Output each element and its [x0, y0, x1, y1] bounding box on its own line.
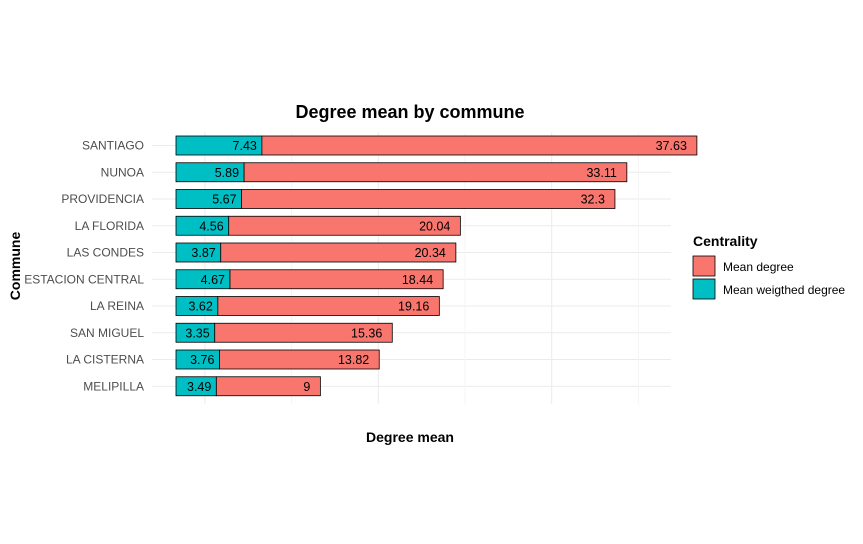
y-tick-label: MELIPILLA [83, 379, 144, 393]
x-axis-title: Degree mean [366, 429, 454, 445]
data-label-mean-degree: 32.3 [581, 193, 605, 207]
y-tick-label: PROVIDENCIA [61, 192, 144, 206]
data-label-mean-weighted-degree: 5.67 [212, 193, 236, 207]
data-label-mean-degree: 19.16 [398, 300, 429, 314]
data-label-mean-weighted-degree: 3.87 [191, 246, 215, 260]
data-label-mean-weighted-degree: 4.67 [201, 273, 225, 287]
legend: Centrality Mean degree Mean weigthed deg… [692, 233, 845, 300]
y-tick-labels: SANTIAGO NUNOA PROVIDENCIA LA FLORIDA LAS CO… [24, 139, 144, 394]
legend-key-mean-degree [692, 255, 716, 277]
chart-title: Degree mean by commune [295, 102, 524, 122]
bar-mean-degree [241, 189, 616, 209]
bar-mean-degree [217, 296, 440, 316]
data-label-mean-degree: 15.36 [351, 326, 382, 340]
y-tick-label: LA FLORIDA [75, 219, 144, 233]
data-label-mean-weighted-degree: 5.89 [215, 166, 239, 180]
y-tick-label: SAN MIGUEL [70, 326, 144, 340]
bar-mean-degree [243, 162, 628, 183]
bar-mean-degree [215, 376, 321, 397]
y-tick-label: LA CISTERNA [66, 353, 144, 367]
legend-key-mean-weighted-degree [692, 278, 716, 300]
bar-mean-degree [214, 322, 393, 343]
legend-title: Centrality [693, 233, 758, 249]
data-label-mean-degree: 20.34 [415, 246, 446, 260]
bars [175, 135, 698, 397]
data-label-mean-weighted-degree: 3.49 [187, 380, 211, 394]
bar-mean-degree [229, 269, 444, 290]
data-label-mean-degree: 13.82 [338, 353, 369, 367]
legend-label-mean-weighted-degree: Mean weigthed degree [723, 283, 845, 297]
data-label-mean-weighted-degree: 4.56 [199, 219, 223, 233]
y-tick-label: SANTIAGO [82, 139, 144, 153]
bar-mean-degree [219, 349, 380, 370]
y-axis-title: Commune [7, 232, 23, 301]
y-tick-label: LAS CONDES [67, 246, 144, 260]
data-label-mean-weighted-degree: 7.43 [233, 139, 257, 153]
data-label-mean-weighted-degree: 3.76 [190, 353, 214, 367]
data-label-mean-weighted-degree: 3.35 [185, 326, 209, 340]
data-label-mean-degree: 18.44 [402, 273, 433, 287]
y-tick-label: ESTACION CENTRAL [24, 272, 144, 286]
data-label-mean-degree: 20.04 [419, 219, 450, 233]
data-labels: 7.43 37.63 5.89 33.11 5.67 32.3 4.56 20.04 3.87 2… [185, 139, 687, 394]
data-label-mean-weighted-degree: 3.62 [189, 300, 213, 314]
bar-mean-degree [261, 135, 698, 156]
legend-label-mean-degree: Mean degree [723, 260, 794, 274]
data-label-mean-degree: 9 [303, 380, 310, 394]
data-label-mean-degree: 37.63 [656, 139, 687, 153]
y-tick-label: LA REINA [90, 299, 144, 313]
bar-mean-degree [220, 242, 457, 263]
y-tick-label: NUNOA [101, 165, 144, 179]
bar-mean-degree [228, 215, 461, 236]
data-label-mean-degree: 33.11 [586, 166, 616, 180]
